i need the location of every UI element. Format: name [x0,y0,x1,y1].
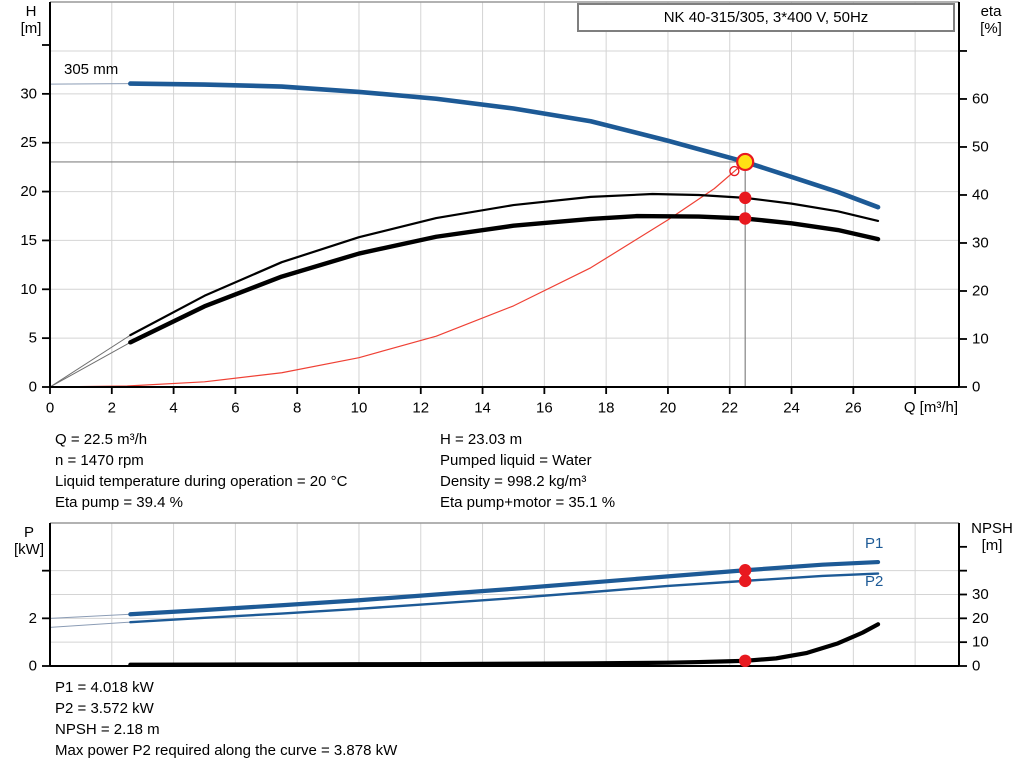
x-tick-label: 26 [845,400,862,417]
system-curve [49,161,746,388]
eta-pump-motor-curve [128,213,881,345]
right-tick-label: 50 [972,138,989,155]
operating-point-dot [738,191,752,205]
p1-curve-label: P1 [865,535,884,552]
right-tick-label: 0 [972,379,980,396]
info-p2: P2 = 3.572 kW [55,700,154,717]
x-tick-label: 20 [660,400,677,417]
right-tick-label: 20 [972,282,989,299]
x-tick-label: 22 [721,400,738,417]
h-axis-title: H [m] [13,3,49,37]
operating-point-dot [738,212,752,225]
eta-axis-title: eta [%] [969,3,1013,37]
right-tick-label: 30 [972,234,989,251]
eta-pump-curve [129,192,880,337]
x-tick-label: 24 [783,400,800,417]
right-tick-label: 60 [972,90,989,107]
q-axis-label: Q [m³/h] [903,399,958,416]
eta-axis-symbol: eta [980,3,1002,20]
x-tick-label: 2 [108,400,116,417]
right-tick-label: 40 [972,186,989,203]
pump-title-box: NK 40-315/305, 3*400 V, 50Hz [577,3,955,32]
h-axis-symbol: H [25,3,37,20]
info-density: Density = 998.2 kg/m³ [440,473,587,490]
left-tick-label: 15 [20,232,37,249]
x-tick-label: 16 [536,400,553,417]
info-speed: n = 1470 rpm [55,452,144,469]
info-max-p2: Max power P2 required along the curve = … [55,742,398,759]
duty-info-right: H = 23.03 m Pumped liquid = Water Densit… [440,429,615,513]
NPSH-curve [128,622,881,667]
npsh-axis-unit: [m] [981,537,1003,554]
impeller-diameter-label: 305 mm [64,61,119,78]
info-eta-pump: Eta pump = 39.4 % [55,494,183,511]
x-tick-label: 12 [412,400,429,417]
left-tick-label: 10 [20,281,37,298]
x-tick-label: 8 [293,400,301,417]
P2 [129,572,880,624]
right-tick-label: 10 [972,330,989,347]
info-npsh: NPSH = 2.18 m [55,721,160,738]
p-axis-unit: [kW] [14,541,44,558]
right-tick-label: 20 [972,610,989,627]
eta-axis-unit: [%] [980,20,1002,37]
duty-info-left: Q = 22.5 m³/h n = 1470 rpm Liquid temper… [55,429,347,513]
info-eta-pump-motor: Eta pump+motor = 35.1 % [440,494,616,511]
x-tick-label: 4 [169,400,177,417]
left-tick-label: 5 [29,330,37,347]
operating-point-dot [738,564,752,577]
info-p1: P1 = 4.018 kW [55,679,154,696]
system-curve-end-marker [729,165,740,177]
eta-pump-motor-curve-lead-in [49,341,131,388]
duty-point-marker [736,152,755,172]
P1 [128,559,881,617]
left-tick-label: 20 [20,183,37,200]
info-q: Q = 22.5 m³/h [55,431,148,448]
info-pumped-liquid: Pumped liquid = Water [440,452,592,469]
x-tick-label: 14 [474,400,491,417]
qh-eta-chart: 0 2 4 6 8 10 12 14 16 18 20 22 24 2605101520253001020… [20,1,989,417]
p-axis-title: P [kW] [6,524,52,558]
power-info: P1 = 4.018 kW P2 = 3.572 kW NPSH = 2.18 … [55,677,397,761]
p2-curve-label: P2 [865,573,884,590]
operating-point-dot [738,654,752,668]
right-tick-label: 10 [972,634,989,651]
left-tick-label: 30 [20,85,37,102]
P1-lead-in [49,613,131,619]
x-tick-label: 6 [231,400,239,417]
npsh-axis-title: NPSH [m] [963,520,1021,554]
eta-pump-curve-lead-in [49,334,131,388]
h-axis-unit: [m] [20,20,42,37]
left-tick-label: 0 [29,658,37,675]
left-tick-label: 0 [29,379,37,396]
operating-point-dot [738,574,752,588]
P2-lead-in [49,621,131,628]
p-axis-symbol: P [23,524,34,541]
x-tick-label: 0 [46,400,54,417]
left-tick-label: 25 [20,134,37,151]
left-tick-label: 2 [29,610,37,627]
qh-curve [128,81,881,210]
x-tick-label: 18 [598,400,615,417]
right-tick-label: 0 [972,658,980,675]
x-tick-label: 10 [351,400,368,417]
npsh-axis-symbol: NPSH [971,520,1013,537]
info-liquid-temp: Liquid temperature during operation = 20… [55,473,348,490]
right-tick-label: 30 [972,586,989,603]
info-head: H = 23.03 m [440,431,523,448]
